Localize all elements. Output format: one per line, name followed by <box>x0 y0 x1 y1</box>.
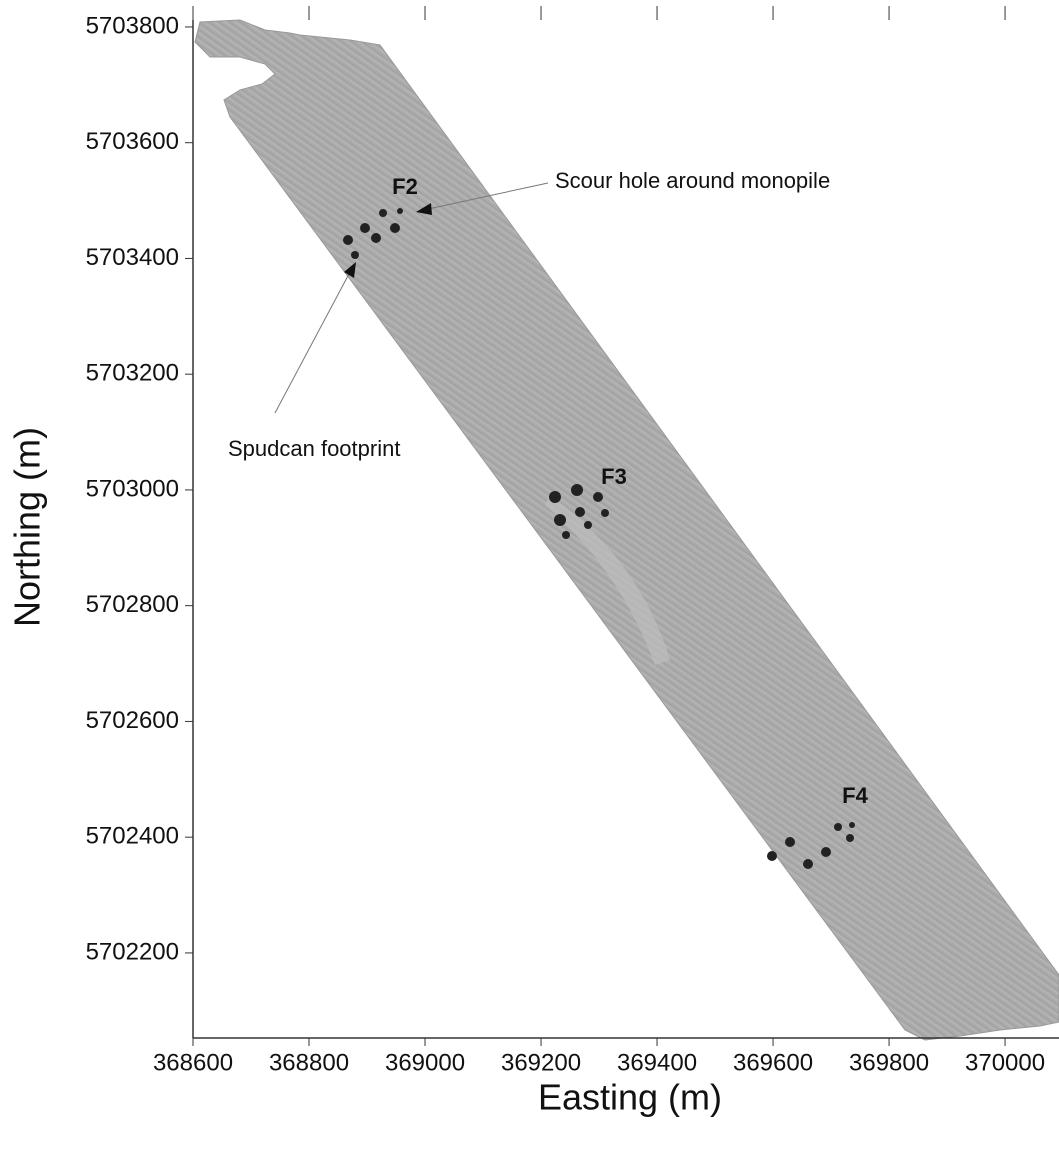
y-tick-label: 5703000 <box>86 475 179 502</box>
y-tick-label: 5702600 <box>86 707 179 734</box>
x-axis-title: Easting (m) <box>538 1077 722 1118</box>
x-tick-label: 369200 <box>501 1049 581 1076</box>
chart: F2 F3 F4 Scour hole around monopile Spud… <box>0 0 1059 1150</box>
x-tick-label: 368600 <box>153 1049 233 1076</box>
feature-label: F2 <box>392 174 418 199</box>
annotation: Scour hole around monopile <box>555 168 830 193</box>
y-tick-label: 5703200 <box>86 360 179 387</box>
page: F2 F3 F4 Scour hole around monopile Spud… <box>0 0 1059 1150</box>
x-tick-label: 370000 <box>965 1049 1045 1076</box>
y-tick-label: 5702400 <box>86 823 179 850</box>
x-tick-label: 368800 <box>269 1049 349 1076</box>
feature-label: F4 <box>842 783 868 808</box>
y-tick-label: 5703800 <box>86 12 179 39</box>
y-tick-label: 5703600 <box>86 128 179 155</box>
feature-label: F3 <box>601 464 627 489</box>
x-tick-label: 369600 <box>733 1049 813 1076</box>
x-tick-label: 369000 <box>385 1049 465 1076</box>
x-tick-label: 369800 <box>849 1049 929 1076</box>
y-axis-title: Northing (m) <box>7 427 48 627</box>
y-tick-label: 5703400 <box>86 244 179 271</box>
y-tick-label: 5702200 <box>86 938 179 965</box>
y-tick-label: 5702800 <box>86 591 179 618</box>
annotation: Spudcan footprint <box>228 436 400 461</box>
x-tick-label: 369400 <box>617 1049 697 1076</box>
